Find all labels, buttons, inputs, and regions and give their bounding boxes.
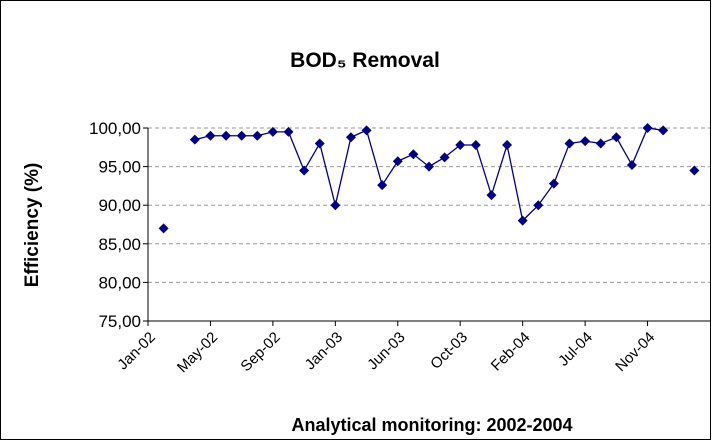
data-point: [221, 130, 232, 141]
y-tick-label: 100,00: [89, 119, 141, 138]
data-point: [642, 123, 653, 133]
data-point: [470, 139, 481, 150]
data-point: [502, 139, 513, 150]
y-tick-label: 90,00: [98, 196, 141, 215]
data-point: [548, 178, 559, 189]
data-point: [361, 125, 372, 136]
y-tick-label: 75,00: [98, 312, 141, 331]
x-axis-title: Analytical monitoring: 2002-2004: [291, 415, 572, 435]
data-point: [408, 149, 419, 160]
data-point: [345, 132, 356, 143]
data-point: [439, 152, 450, 163]
data-point: [486, 190, 497, 201]
data-point: [158, 223, 169, 234]
data-point: [564, 138, 575, 149]
y-axis-title: Efficiency (%): [22, 163, 43, 288]
y-tick-label: 85,00: [98, 235, 141, 254]
data-point: [314, 138, 325, 149]
data-point: [330, 200, 341, 211]
data-point: [533, 200, 544, 211]
data-point: [267, 126, 278, 137]
data-point: [189, 134, 200, 145]
data-point: [377, 180, 388, 191]
data-point: [455, 139, 466, 150]
data-point: [424, 161, 434, 172]
data-point: [205, 130, 216, 141]
data-point: [658, 125, 669, 136]
data-point: [392, 156, 403, 167]
data-point: [299, 165, 310, 176]
data-point: [517, 215, 528, 226]
data-point: [236, 130, 247, 141]
data-point: [252, 130, 263, 141]
data-point: [580, 136, 591, 147]
chart-title: BOD₅ Removal: [290, 49, 440, 72]
data-point: [626, 160, 637, 171]
data-point: [689, 165, 700, 176]
data-point: [611, 132, 622, 143]
y-tick-label: 80,00: [98, 273, 141, 292]
y-tick-label: 95,00: [98, 158, 141, 177]
data-point: [283, 126, 294, 137]
data-point: [595, 138, 606, 149]
